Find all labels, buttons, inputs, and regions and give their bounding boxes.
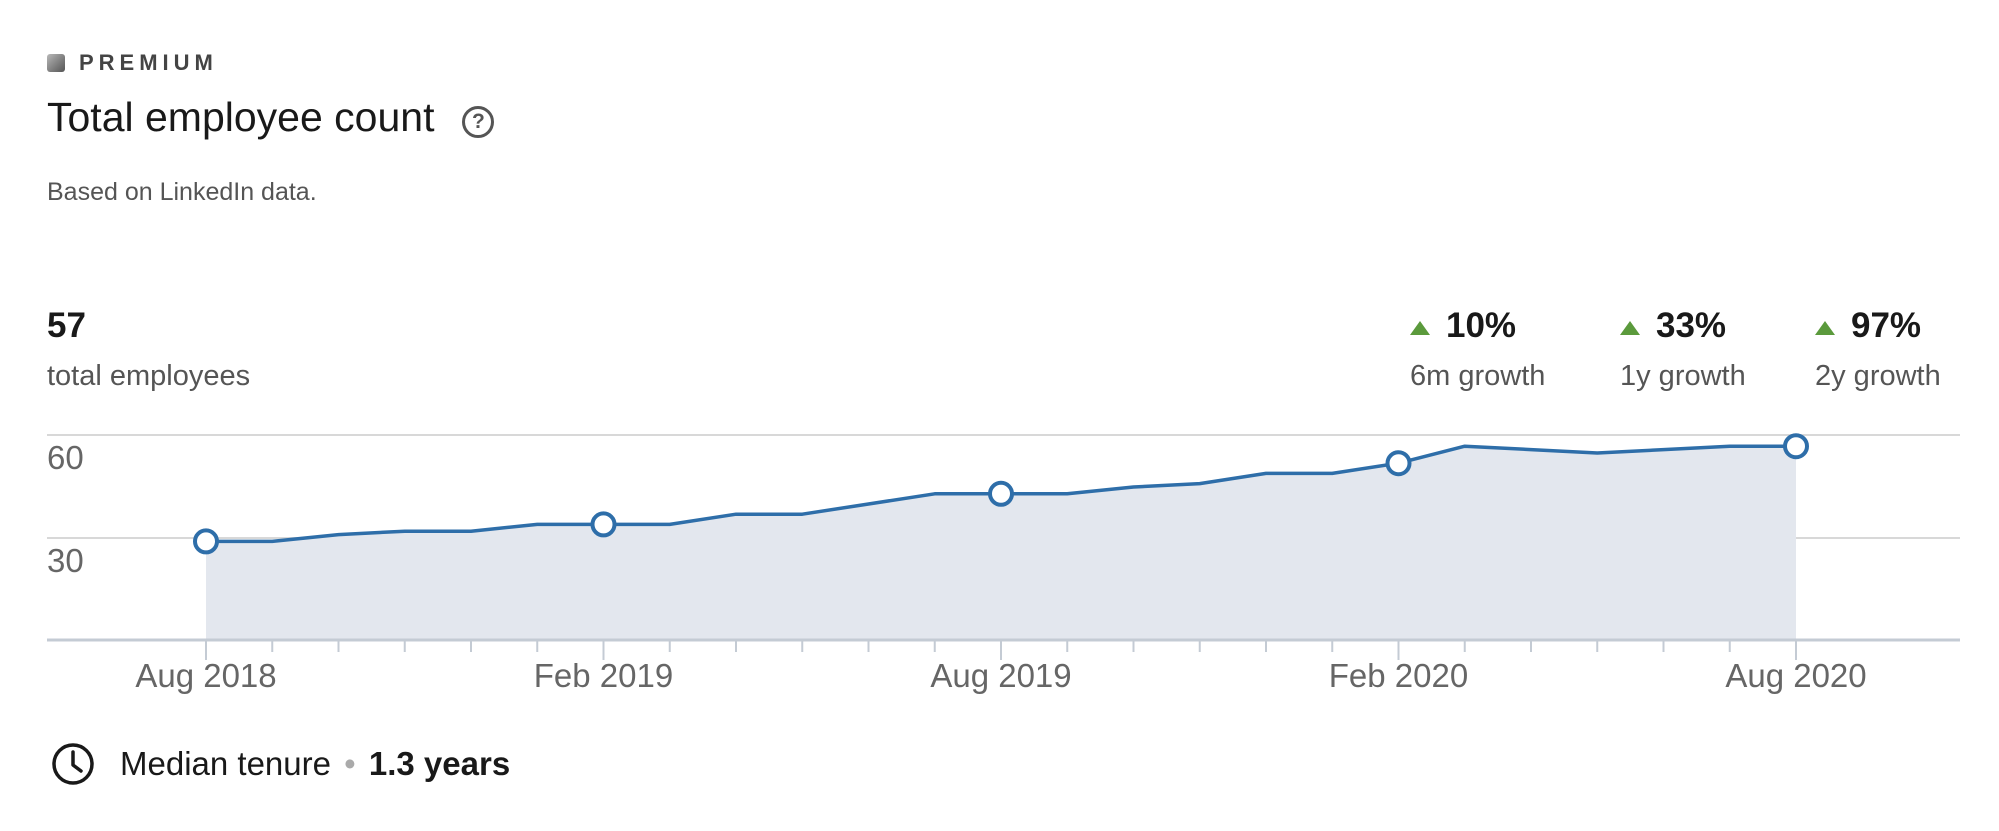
- median-tenure: Median tenure • 1.3 years: [50, 741, 510, 787]
- subtitle: Based on LinkedIn data.: [47, 178, 317, 206]
- growth-6m: 10% 6m growth: [1410, 306, 1545, 393]
- y-tick-label: 60: [47, 439, 84, 476]
- growth-2y-value: 97%: [1851, 306, 1922, 345]
- series-area: [206, 446, 1796, 640]
- growth-up-icon: [1410, 321, 1430, 335]
- growth-2y-label: 2y growth: [1815, 360, 1941, 392]
- data-point: [193, 528, 219, 555]
- tenure-value: 1.3 years: [368, 745, 511, 782]
- growth-6m-label: 6m growth: [1410, 360, 1546, 392]
- x-tick-label: Aug 2019: [930, 657, 1071, 694]
- growth-1y-label: 1y growth: [1620, 360, 1746, 392]
- growth-up-icon: [1620, 321, 1640, 335]
- growth-6m-value: 10%: [1446, 306, 1517, 345]
- data-point: [1385, 450, 1412, 477]
- growth-up-icon: [1815, 321, 1835, 335]
- y-tick-label: 30: [47, 542, 84, 579]
- data-point: [1783, 433, 1809, 460]
- employee-count-chart: 30 60 Aug 2018 Feb 2019 Aug 2019 Feb 2020 Aug …: [47, 433, 1960, 694]
- growth-1y: 33% 1y growth: [1620, 306, 1746, 393]
- clock-icon: [52, 743, 94, 785]
- premium-icon: [47, 54, 65, 72]
- page-title: Total employee count: [47, 94, 435, 140]
- total-employees-block: 57 total employees: [47, 306, 250, 393]
- x-tick-label: Feb 2019: [534, 657, 673, 694]
- x-tick-label: Aug 2018: [135, 657, 276, 694]
- separator-dot: •: [334, 745, 365, 782]
- help-icon[interactable]: ?: [462, 105, 495, 138]
- x-tick-label: Aug 2020: [1725, 657, 1866, 694]
- premium-badge: PREMIUM: [47, 50, 218, 76]
- x-tick-label: Feb 2020: [1329, 657, 1468, 694]
- data-point: [988, 480, 1014, 507]
- total-employees-value: 57: [47, 306, 86, 345]
- data-point: [590, 511, 617, 538]
- growth-2y: 97% 2y growth: [1815, 306, 1941, 393]
- tenure-label: Median tenure: [120, 745, 331, 782]
- growth-1y-value: 33%: [1656, 306, 1727, 345]
- total-employees-label: total employees: [47, 360, 251, 392]
- title-row: Total employee count ?: [47, 94, 495, 141]
- premium-label: PREMIUM: [79, 50, 218, 75]
